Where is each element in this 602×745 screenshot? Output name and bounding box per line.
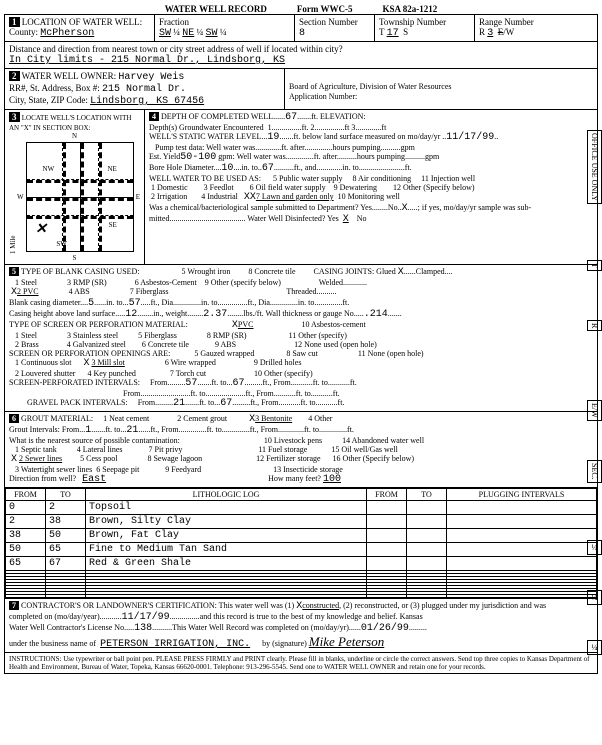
ksa: KSA 82a-1212 <box>383 4 438 14</box>
side-q1: ¼ <box>587 540 602 555</box>
business-name: PETERSON IRRIGATION, INC. <box>100 639 250 650</box>
est-yield: 50-100 <box>180 152 216 163</box>
form-title: WATER WELL RECORD <box>165 4 267 14</box>
completed-date: 11/17/99 <box>122 612 170 623</box>
s3-header: LOCATE WELL'S LOCATION WITH AN "X" IN SE… <box>9 114 131 132</box>
s1-header: LOCATION OF WATER WELL: <box>22 17 142 27</box>
f2: NE <box>182 28 194 39</box>
gi-f1: 1 <box>85 425 91 436</box>
s4-header: DEPTH OF COMPLETED WELL <box>161 112 273 121</box>
addr-val: 215 Normal Dr. <box>102 84 186 95</box>
s5-header: TYPE OF BLANK CASING USED: <box>21 267 140 276</box>
sec5-num: 5 <box>9 267 19 276</box>
sec7-num: 7 <box>9 601 19 610</box>
table-row: 238Brown, Silty Clay <box>6 515 597 529</box>
side-q2: ¼ <box>587 590 602 605</box>
signature: Mike Peterson <box>309 634 384 649</box>
gpi-f1: 21 <box>173 398 185 409</box>
disinf-x: X <box>343 214 349 225</box>
addr-lbl: RR#, St. Address, Box #: <box>9 83 100 93</box>
cht3: 2.37 <box>203 309 227 320</box>
bcd1: 5 <box>88 298 94 309</box>
twp-lbl: Township Number <box>379 17 446 27</box>
record-date: 01/26/99 <box>361 623 409 634</box>
chem-x: X <box>402 203 408 214</box>
instructions: INSTRUCTIONS: Use typewriter or ball poi… <box>5 652 597 673</box>
side-r: R <box>587 320 602 331</box>
spo-lbl: SCREEN OR PERFORATION OPENINGS ARE: <box>9 349 170 358</box>
static-level: 19 <box>267 132 279 143</box>
mill-x: X <box>83 358 89 369</box>
contam-lbl: What is the nearest source of possible c… <box>9 436 180 445</box>
use-7: 7 Lawn and garden only <box>256 192 334 201</box>
table-row: 5065Fine to Medium Tan Sand <box>6 543 597 557</box>
bore-depth: 67 <box>262 163 274 174</box>
side-q3: ¼ <box>587 640 602 655</box>
range-val: 3 <box>487 28 493 39</box>
range-lbl: Range Number <box>479 17 534 27</box>
form-no: Form WWC-5 <box>297 4 353 14</box>
sec-w: W <box>17 193 24 201</box>
sec2-num: 2 <box>9 71 20 81</box>
sec3-num: 3 <box>9 112 20 122</box>
depth-val: 67 <box>285 112 297 123</box>
city-val: Lindsborg, KS 67456 <box>90 96 204 107</box>
cht1: 12 <box>125 309 137 320</box>
city-lbl: City, State, ZIP Code: <box>9 95 88 105</box>
title-row: WATER WELL RECORD Form WWC-5 KSA 82a-121… <box>4 4 598 14</box>
section-1: 1 LOCATION OF WATER WELL: County: McPher… <box>5 15 597 42</box>
use-lbl: WELL WATER TO BE USED AS: <box>149 174 261 183</box>
glued-x: X <box>398 267 404 278</box>
spi-lbl: SCREEN-PERFORATED INTERVALS: <box>9 378 140 387</box>
gpi-t1: 67 <box>220 398 232 409</box>
scr-lbl: TYPE OF SCREEN OR PERFORATION MATERIAL: <box>9 320 188 329</box>
sec-s: S <box>9 254 140 262</box>
section-val: 8 <box>299 28 305 39</box>
fraction-lbl: Fraction <box>159 17 189 27</box>
bore-dia: 10 <box>221 163 233 174</box>
spi-t1: 67 <box>232 378 244 389</box>
twp-val: 17 <box>387 28 399 39</box>
f3: SW <box>206 28 218 39</box>
table-row: 02Topsoil <box>6 501 597 515</box>
feet-val: 100 <box>323 474 341 485</box>
sewer-x: X <box>11 454 17 465</box>
sec-e: E <box>136 193 140 201</box>
side-sec: SEC. <box>587 460 602 483</box>
sec1-num: 1 <box>9 17 20 27</box>
bcd3: 57 <box>129 298 141 309</box>
county-val: McPherson <box>40 28 94 39</box>
appno: Application Number: <box>289 92 357 101</box>
side-t: T <box>587 260 602 271</box>
lithologic-log: FROM TO LITHOLOGIC LOG FROM TO PLUGGING … <box>5 488 597 598</box>
license-no: 138 <box>134 623 152 634</box>
table-row: 3850Brown, Fat Clay <box>6 529 597 543</box>
gpi-lbl: GRAVEL PACK INTERVALS: <box>27 398 128 407</box>
casing-pvc: 2 PVC <box>17 287 39 296</box>
owner-name: Harvey Weis <box>118 72 184 83</box>
side-office: OFFICE USE ONLY <box>587 130 602 204</box>
side-ew: E/W <box>587 400 602 421</box>
dist-lbl: Distance and direction from nearest town… <box>9 44 343 54</box>
s2-header: WATER WELL OWNER: <box>22 71 116 81</box>
cht5: .214 <box>364 309 388 320</box>
meas-date: 11/17/99 <box>446 132 494 143</box>
dist-val: In City limits - 215 Normal Dr., Lindsbo… <box>9 55 285 66</box>
boag: Board of Agriculture, Division of Water … <box>289 82 452 91</box>
sec6-num: 6 <box>9 414 19 423</box>
mile-lbl: 1 Mile <box>9 140 17 254</box>
sec4-num: 4 <box>149 112 159 121</box>
f1: SW <box>159 28 171 39</box>
gi-t1: 21 <box>126 425 138 436</box>
spi-f1: 57 <box>185 378 197 389</box>
dir-val: East <box>82 474 106 485</box>
county-lbl: County: <box>9 27 38 37</box>
section-lbl: Section Number <box>299 17 358 27</box>
sec-n: N <box>9 132 140 140</box>
table-row: 6567Red & Green Shale <box>6 557 597 571</box>
well-x-mark: ✕ <box>35 221 47 238</box>
s6-header: GROUT MATERIAL: <box>21 414 93 423</box>
section-box: NW NE SE ✕ SW <box>26 142 134 252</box>
